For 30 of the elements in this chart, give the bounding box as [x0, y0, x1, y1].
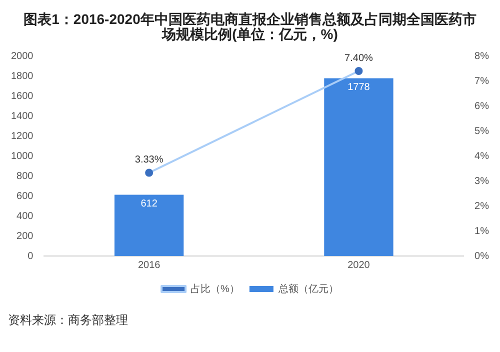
legend-label: 占比（%）	[190, 282, 240, 295]
y-tick-label: 1600	[10, 90, 34, 102]
legend-label: 总额（亿元）	[277, 282, 338, 295]
y-tick-label: 800	[16, 170, 34, 182]
x-tick-label: 2016	[138, 260, 161, 271]
y-tick-label: 400	[16, 210, 34, 222]
y2-tick-label: 1%	[474, 226, 490, 237]
y2-tick-label: 0%	[474, 250, 490, 262]
y2-tick-label: 8%	[474, 50, 490, 62]
data-label: 1778	[348, 82, 370, 93]
y-tick-label: 2000	[10, 50, 34, 62]
x-tick-label: 2020	[348, 260, 370, 271]
y2-tick-label: 6%	[474, 100, 490, 112]
y2-tick-label: 2%	[474, 200, 490, 212]
text: 资料来源：商务部整理	[8, 312, 129, 329]
y2-tick-label: 5%	[474, 126, 490, 137]
y-tick-label: 1400	[10, 110, 34, 122]
y2-tick-label: 3%	[474, 176, 490, 187]
y-tick-label: 600	[16, 190, 34, 202]
y-tick-label: 1800	[10, 70, 34, 82]
y-tick-label: 0	[28, 250, 34, 262]
y-tick-label: 1000	[10, 150, 34, 162]
y2-tick-label: 7%	[474, 76, 490, 87]
data-label: 3.33%	[134, 154, 164, 166]
y-tick-label: 1200	[10, 130, 34, 142]
y2-tick-label: 4%	[474, 150, 490, 162]
chart-title: 图表1：2016-2020年中国医药电商直报企业销售总额及占同期全国医药市场规模比例(单位：亿元，%)	[22, 10, 478, 42]
data-label: 612	[140, 198, 158, 210]
y-tick-label: 200	[16, 230, 34, 242]
data-label: 7.40%	[344, 52, 374, 64]
